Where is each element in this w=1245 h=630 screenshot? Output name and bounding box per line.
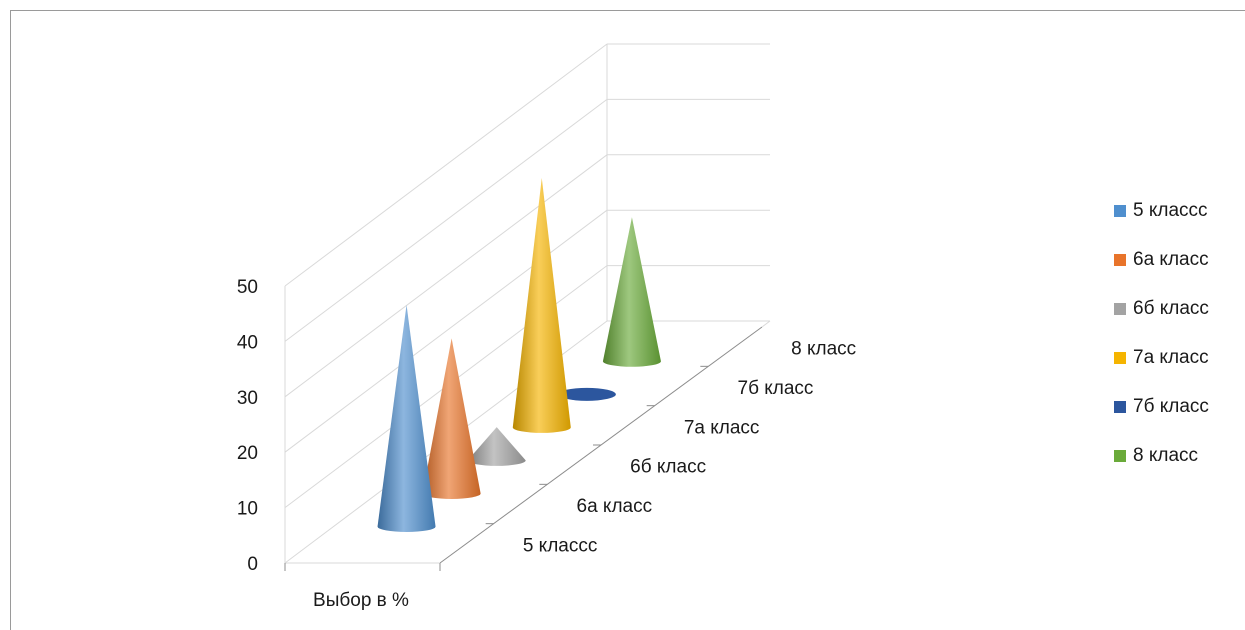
legend-item: 8 класс bbox=[1114, 431, 1209, 480]
cone-base-4 bbox=[557, 387, 616, 401]
legend-label: 5 классс bbox=[1133, 199, 1208, 221]
cone-5 bbox=[602, 217, 661, 367]
legend-swatch bbox=[1114, 253, 1126, 266]
legend-label: 6а класс bbox=[1133, 248, 1209, 270]
legend-item: 6б класс bbox=[1114, 284, 1209, 333]
legend-item: 7б класс bbox=[1114, 382, 1209, 431]
cone-1 bbox=[422, 338, 481, 499]
legend-swatch bbox=[1114, 204, 1126, 217]
gridline-side bbox=[284, 154, 608, 398]
depth-label: 8 класс bbox=[791, 339, 856, 360]
legend-swatch bbox=[1114, 302, 1126, 315]
legend-item: 6а класс bbox=[1114, 235, 1209, 284]
legend-label: 7а класс bbox=[1133, 346, 1209, 368]
depth-label: 7а класс bbox=[684, 417, 760, 438]
legend-label: 7б класс bbox=[1133, 395, 1209, 417]
cone-0 bbox=[377, 304, 436, 532]
x-category-label: Выбор в % bbox=[313, 590, 409, 611]
cone-2 bbox=[467, 427, 526, 466]
depth-label: 7б класс bbox=[738, 378, 814, 399]
y-tick-label: 10 bbox=[237, 499, 258, 520]
cone-3 bbox=[512, 178, 571, 433]
legend-label: 8 класс bbox=[1133, 444, 1199, 466]
legend-item: 7а класс bbox=[1114, 333, 1209, 382]
legend-item: 5 классс bbox=[1114, 186, 1209, 235]
depth-label: 6б класс bbox=[630, 457, 706, 478]
gridline-side bbox=[284, 43, 608, 287]
legend-swatch bbox=[1114, 400, 1126, 413]
legend-label: 6б класс bbox=[1133, 297, 1209, 319]
y-tick-label: 30 bbox=[237, 388, 258, 409]
legend-swatch bbox=[1114, 351, 1126, 364]
y-tick-label: 40 bbox=[237, 332, 258, 353]
depth-label: 5 классс bbox=[523, 535, 598, 556]
legend: 5 классс 6а класс 6б класс 7а класс 7б класс… bbox=[1114, 186, 1209, 480]
gridline-side bbox=[284, 99, 608, 342]
floor-back bbox=[761, 320, 771, 328]
depth-label: 6а класс bbox=[577, 496, 653, 517]
chart-frame bbox=[10, 10, 1245, 630]
legend-swatch bbox=[1114, 449, 1126, 462]
y-tick-label: 50 bbox=[237, 277, 258, 298]
gridline-side bbox=[284, 209, 608, 453]
y-tick-label: 20 bbox=[237, 443, 258, 464]
y-tick-label: 0 bbox=[247, 554, 258, 575]
